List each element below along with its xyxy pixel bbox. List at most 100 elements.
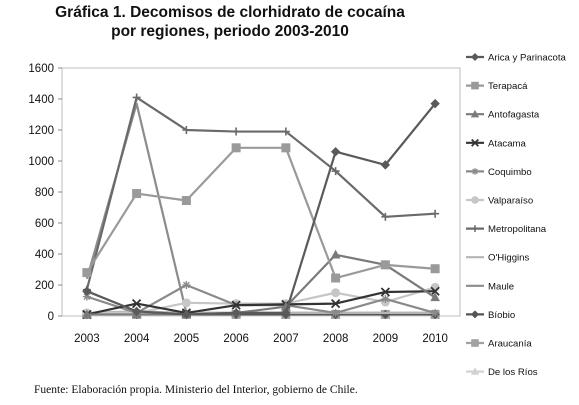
series-terapaca-point	[430, 264, 440, 274]
y-tick-label: 1600	[28, 63, 54, 75]
series-metropolitana-point	[281, 127, 290, 136]
series-terapaca-point	[181, 196, 191, 206]
legend-label: Valparaíso	[488, 196, 533, 207]
plot-area-frame	[61, 67, 461, 317]
y-tick-label: 0	[48, 311, 54, 323]
series-terapaca-point	[82, 268, 92, 278]
legend-label: O'Higgins	[488, 253, 529, 264]
legend-label: Atacama	[488, 138, 527, 149]
legend-item-biobio: Bíobio	[466, 310, 515, 321]
series-metropolitana-point	[331, 167, 340, 176]
source-note: Fuente: Elaboración propia. Ministerio d…	[34, 384, 358, 396]
legend-label: Araucanía	[488, 339, 532, 350]
legend-label: Coquimbo	[488, 167, 532, 178]
legend-label: Metropolitana	[488, 224, 547, 235]
x-tick-label: 2004	[124, 333, 150, 345]
series-antofagasta-point	[330, 249, 341, 259]
series-valparaiso-point	[331, 288, 341, 298]
legend-item-coquimbo: Coquimbo	[466, 167, 532, 178]
series-terapaca	[82, 143, 440, 283]
series-metropolitana-point	[182, 126, 191, 134]
legend-item-de-los-rios: De los Ríos	[466, 367, 538, 378]
y-tick-label: 600	[35, 218, 54, 230]
series-maule	[85, 102, 436, 314]
y-tick-label: 200	[35, 280, 54, 292]
x-tick-label: 2003	[74, 333, 100, 345]
chart-title-line-2: por regiones, periodo 2003-2010	[111, 23, 349, 40]
x-tick-label: 2009	[373, 333, 399, 345]
series-line-maule	[85, 102, 436, 314]
series-coquimbo-point	[82, 292, 91, 301]
series-lines	[82, 93, 440, 320]
series-line-atacama	[86, 290, 436, 316]
legend-araucania-point	[471, 339, 479, 347]
chart-title: Gráfica 1. Decomisos de clorhidrato de c…	[40, 3, 420, 41]
series-arica-y-parinacota-point	[131, 306, 142, 317]
legend-item-terapaca: Terapacá	[466, 81, 528, 92]
series-terapaca-point	[231, 143, 241, 153]
series-atacama	[82, 286, 440, 320]
series-arica-y-parinacota-point	[281, 308, 291, 318]
y-tick-label: 1200	[28, 125, 54, 137]
series-atacama-point	[380, 287, 391, 297]
series-arica-y-parinacota-point	[82, 286, 92, 296]
series-atacama-point	[131, 298, 142, 309]
series-arica-y-parinacota-point	[380, 160, 391, 170]
legend-item-arica-y-parinacota: Arica y Parinacota	[466, 53, 567, 64]
legend-label: Arica y Parinacota	[488, 53, 567, 64]
legend-item-metropolitana: Metropolitana	[466, 224, 547, 235]
y-tick-label: 800	[35, 187, 54, 199]
series-atacama-point	[231, 300, 241, 310]
series-antofagasta-point	[430, 292, 440, 302]
y-tick-label: 400	[35, 249, 54, 261]
series-metropolitana-point	[381, 212, 390, 221]
x-tick-label: 2010	[422, 333, 448, 345]
x-tick-label: 2007	[273, 333, 299, 345]
x-tick-label: 2008	[323, 333, 349, 345]
series-metropolitana-point	[132, 93, 141, 102]
series-coquimbo-point	[331, 308, 340, 317]
series-arica-y-parinacota-point	[231, 308, 241, 318]
series-atacama-point	[430, 286, 440, 296]
legend-terapaca-point	[471, 81, 479, 90]
series-coquimbo-point	[431, 308, 440, 317]
legend-item-atacama: Atacama	[466, 138, 527, 149]
series-metropolitana-point	[431, 209, 440, 218]
series-arica-y-parinacota-point	[181, 309, 192, 320]
series-line-terapaca	[85, 146, 436, 280]
legend: Arica y Parinacota Terapacá Antofagasta Ata…	[466, 53, 567, 378]
series-valparaiso-point	[181, 298, 191, 308]
series-terapaca-point	[281, 143, 291, 153]
legend-item-valparaiso: Valparaíso	[466, 196, 533, 207]
series-terapaca-point	[132, 189, 142, 199]
legend-label: Maule	[488, 281, 514, 292]
legend-arica-y-parinacota-point	[470, 52, 480, 62]
legend-item-o-higgins: O'Higgins	[466, 253, 529, 264]
series-coquimbo-point	[182, 281, 191, 289]
legend-label: Antofagasta	[488, 110, 540, 121]
legend-item-maule: Maule	[466, 281, 514, 292]
legend-biobio-point	[470, 310, 480, 319]
legend-atacama-point	[471, 138, 479, 147]
series-terapaca-point	[380, 260, 390, 270]
legend-label: Terapacá	[488, 81, 528, 92]
series-metropolitana-point	[232, 127, 241, 136]
x-tick-label: 2006	[223, 333, 249, 345]
y-tick-label: 1000	[28, 156, 54, 168]
chart-title-line-1: Gráfica 1. Decomisos de clorhidrato de c…	[55, 4, 405, 21]
series-arica-y-parinacota-point	[430, 98, 440, 109]
series-line-metropolitana	[85, 96, 436, 290]
series-terapaca-point	[331, 273, 341, 283]
legend-valparaiso-point	[471, 196, 479, 204]
legend-item-antofagasta: Antofagasta	[466, 110, 540, 121]
series-atacama-point	[330, 298, 341, 309]
series-antofagasta-point	[82, 309, 92, 319]
series-coquimbo-point	[381, 294, 390, 303]
legend-metropolitana-point	[471, 225, 479, 232]
series-arica-y-parinacota	[82, 98, 440, 320]
series-line-arica-y-parinacota	[86, 102, 436, 316]
legend-coquimbo-point	[471, 168, 479, 175]
legend-label: Bíobio	[488, 310, 515, 321]
legend-de-los-rios-point	[470, 367, 480, 375]
